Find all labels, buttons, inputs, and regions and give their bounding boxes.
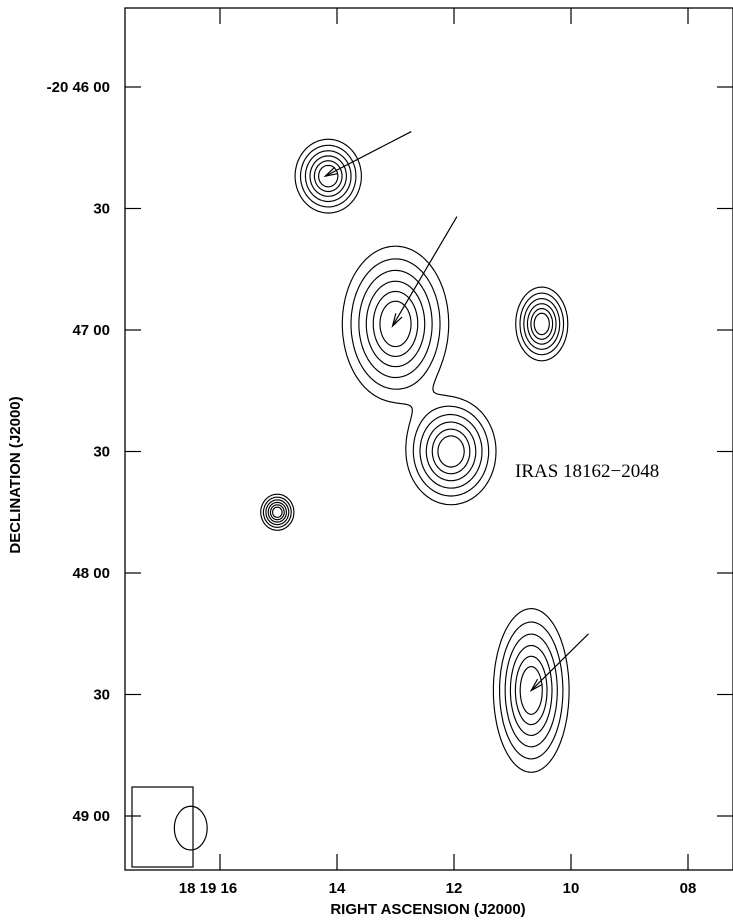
contour-level <box>262 144 565 760</box>
y-tick-label: 30 <box>93 444 110 461</box>
x-axis-label: RIGHT ASCENSION (J2000) <box>330 901 525 918</box>
x-tick-label: 10 <box>563 880 580 897</box>
x-tick-label: 08 <box>680 880 697 897</box>
x-tick-label: 12 <box>446 880 463 897</box>
arrow-head <box>391 313 403 328</box>
tick-layer: 18 19 16 14 12 10 08 -20 46 00 30 47 00 30 48 00 3… <box>47 8 733 897</box>
y-tick-label: 47 00 <box>72 322 110 339</box>
x-tick-label: 18 19 16 <box>179 880 237 897</box>
contour-level <box>265 150 561 748</box>
contour-level <box>260 138 570 773</box>
y-axis-label: DECLINATION (J2000) <box>7 396 24 553</box>
y-tick-label: 49 00 <box>72 808 110 825</box>
contour-layer <box>260 138 570 773</box>
beam-ellipse <box>173 805 208 851</box>
arrow-shaft <box>530 633 589 691</box>
y-tick-label: 30 <box>93 201 110 218</box>
plot-frame <box>124 7 733 871</box>
arrow-shaft <box>392 216 458 327</box>
y-tick-label: 48 00 <box>72 565 110 582</box>
contour-level <box>269 160 554 726</box>
source-label: IRAS 18162−2048 <box>515 461 659 482</box>
contour-level <box>272 164 550 715</box>
arrow-layer <box>323 131 589 692</box>
arrow-head <box>529 678 543 692</box>
arrow-shaft <box>325 131 412 177</box>
arrow-head <box>323 166 339 178</box>
beam-box <box>131 786 208 868</box>
x-tick-label: 14 <box>329 880 346 897</box>
y-tick-label: 30 <box>93 687 110 704</box>
beam-frame <box>131 786 194 868</box>
y-tick-label: -20 46 00 <box>47 79 110 96</box>
contour-level <box>267 155 557 736</box>
